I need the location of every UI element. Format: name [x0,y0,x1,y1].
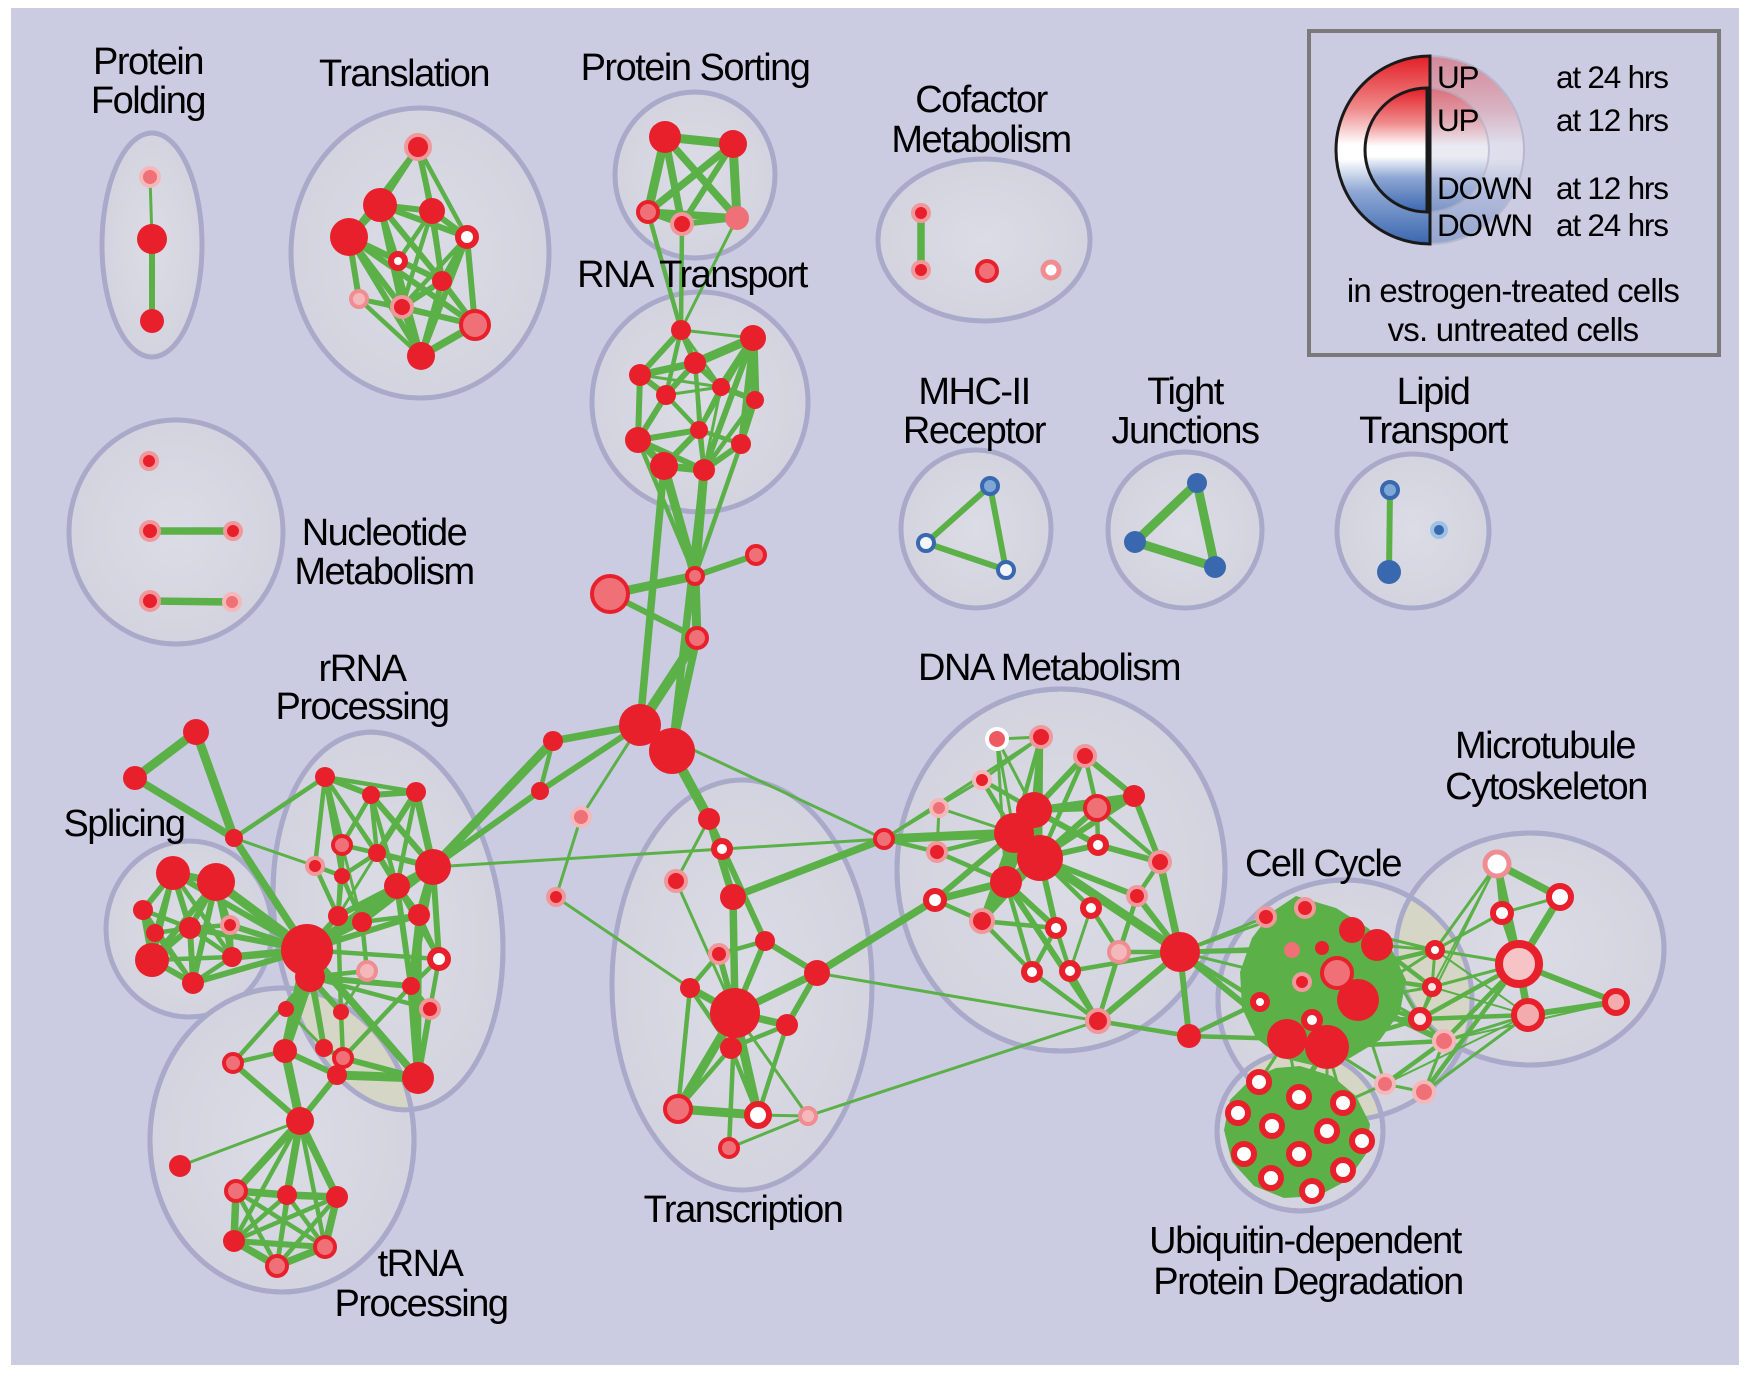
svg-text:Translation: Translation [319,53,489,95]
svg-text:Receptor: Receptor [903,410,1047,452]
svg-text:DNA Metabolism: DNA Metabolism [918,647,1180,689]
svg-text:at 12 hrs: at 12 hrs [1556,170,1668,206]
svg-text:Cell Cycle: Cell Cycle [1245,843,1401,885]
svg-text:Lipid: Lipid [1397,371,1470,413]
svg-text:Splicing: Splicing [63,803,184,845]
svg-text:at 12 hrs: at 12 hrs [1556,102,1668,138]
svg-text:Metabolism: Metabolism [891,119,1070,161]
svg-text:Ubiquitin-dependent: Ubiquitin-dependent [1149,1220,1463,1262]
svg-text:Processing: Processing [335,1283,508,1325]
svg-text:at 24 hrs: at 24 hrs [1556,59,1668,95]
svg-text:Processing: Processing [276,686,449,728]
svg-text:RNA Transport: RNA Transport [577,254,809,296]
svg-text:Tight: Tight [1147,371,1225,413]
svg-text:MHC-II: MHC-II [918,371,1029,413]
svg-text:Transport: Transport [1359,410,1509,452]
svg-text:Transcription: Transcription [644,1189,843,1231]
svg-text:Junctions: Junctions [1111,410,1259,452]
svg-text:at 24 hrs: at 24 hrs [1556,207,1668,243]
svg-text:Metabolism: Metabolism [294,551,473,593]
svg-text:Protein Degradation: Protein Degradation [1153,1261,1463,1303]
svg-text:DOWN: DOWN [1437,170,1532,206]
svg-text:Protein Sorting: Protein Sorting [581,47,810,89]
svg-text:Cofactor: Cofactor [915,79,1048,121]
svg-text:DOWN: DOWN [1437,207,1532,243]
svg-text:tRNA: tRNA [378,1243,465,1285]
svg-text:Microtubule: Microtubule [1455,725,1635,767]
svg-text:rRNA: rRNA [319,648,408,690]
svg-text:UP: UP [1437,102,1479,138]
svg-text:UP: UP [1437,59,1479,95]
svg-text:Folding: Folding [91,80,205,122]
svg-text:Nucleotide: Nucleotide [302,512,467,554]
svg-text:vs. untreated cells: vs. untreated cells [1388,311,1639,348]
svg-text:in estrogen-treated cells: in estrogen-treated cells [1347,272,1679,309]
svg-text:Cytoskeleton: Cytoskeleton [1445,766,1647,808]
svg-text:Protein: Protein [93,41,203,83]
